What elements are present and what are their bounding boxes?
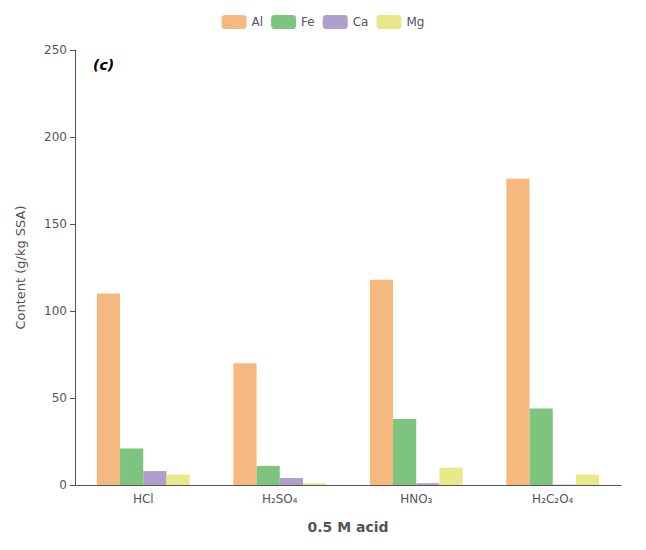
svg-text:Ca: Ca [353,15,369,29]
svg-text:100: 100 [44,304,67,318]
svg-text:200: 200 [44,130,67,144]
svg-text:0: 0 [59,478,67,492]
svg-text:H₂SO₄: H₂SO₄ [262,492,298,506]
svg-text:Fe: Fe [301,15,315,29]
svg-text:(c): (c) [93,57,114,73]
svg-text:150: 150 [44,217,67,231]
svg-text:50: 50 [52,391,67,405]
svg-text:HCl: HCl [133,492,154,506]
svg-text:Content (g/kg SSA): Content (g/kg SSA) [13,205,28,329]
svg-text:HNO₃: HNO₃ [400,492,432,506]
svg-text:0.5 M acid: 0.5 M acid [307,519,388,535]
svg-text:Al: Al [252,15,264,29]
svg-text:H₂C₂O₄: H₂C₂O₄ [532,492,573,506]
svg-text:Mg: Mg [406,15,424,29]
svg-text:250: 250 [44,43,67,57]
